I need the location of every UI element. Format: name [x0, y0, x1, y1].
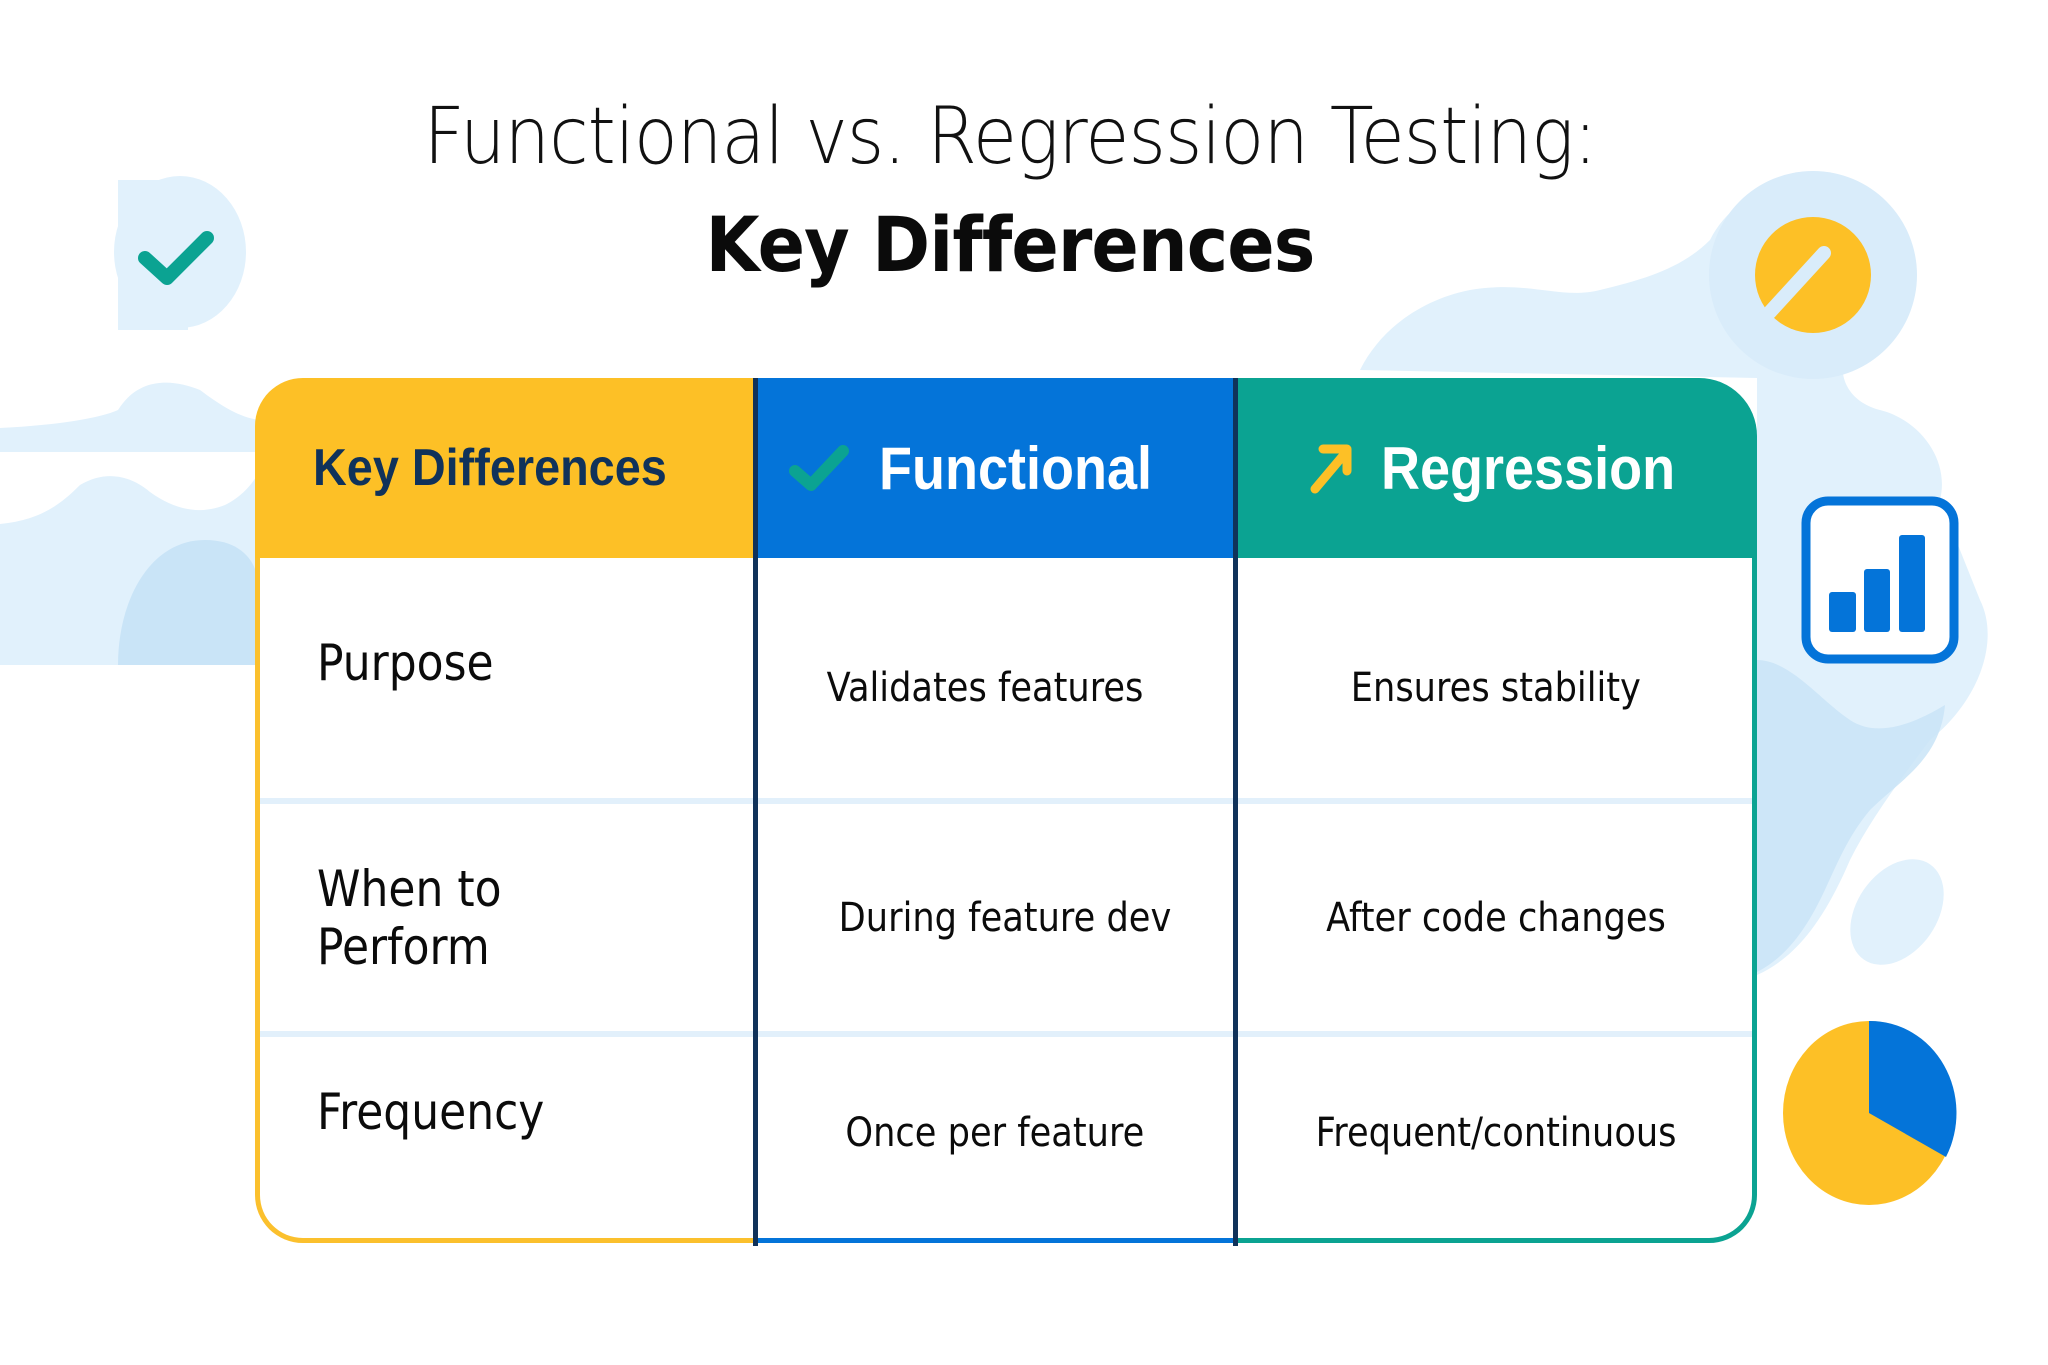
row-label-purpose: Purpose: [255, 558, 755, 768]
cell-text: Ensures stability: [1350, 665, 1642, 711]
cell-text: Purpose: [317, 634, 494, 692]
cell-text-line: Perform: [317, 918, 490, 976]
header-label: Functional: [879, 434, 1152, 502]
cell-regression-frequency: Frequent/continuous: [1235, 1058, 1757, 1208]
header-key-differences: Key Differences: [255, 378, 755, 558]
cell-text: During feature dev: [838, 895, 1172, 941]
cell-text: Once per feature: [845, 1110, 1145, 1156]
check-badge-icon: [138, 231, 214, 285]
cell-functional-frequency: Once per feature: [755, 1058, 1235, 1208]
check-icon: [789, 445, 849, 491]
cell-regression-purpose: Ensures stability: [1235, 568, 1757, 808]
cell-text: Frequency: [317, 1083, 545, 1141]
column-functional: [755, 558, 1235, 1243]
column-divider: [753, 378, 758, 1246]
page-title: Functional vs. Regression Testing:: [423, 92, 1598, 182]
cell-functional-when: During feature dev: [755, 804, 1235, 1032]
header-functional: Functional: [755, 378, 1235, 558]
column-key: [255, 558, 755, 1243]
pie-chart-icon: [1783, 1020, 1957, 1205]
cell-text: After code changes: [1326, 895, 1666, 941]
cell-text: Frequent/continuous: [1315, 1110, 1677, 1156]
header-regression: Regression: [1235, 378, 1757, 558]
column-divider: [1233, 378, 1238, 1246]
cell-text: Validates features: [826, 665, 1144, 711]
comparison-table: Key Differences Functional Regression Pu…: [255, 378, 1757, 1246]
row-label-frequency: Frequency: [255, 1037, 755, 1187]
bar-chart-icon: [1801, 496, 1959, 664]
header-label: Key Differences: [313, 439, 667, 497]
cell-text-line: When to: [317, 860, 502, 918]
arrow-up-right-icon: [1310, 444, 1352, 494]
cell-regression-when: After code changes: [1235, 804, 1757, 1032]
row-divider: [260, 1031, 1752, 1037]
cell-functional-purpose: Validates features: [745, 568, 1225, 808]
row-label-when-to-perform: When to Perform: [255, 804, 755, 1032]
row-divider: [260, 798, 1752, 804]
column-regression: [1235, 558, 1757, 1243]
header-label: Regression: [1381, 434, 1676, 502]
page-subtitle: Key Differences: [705, 200, 1316, 289]
gauge-icon: [1755, 217, 1871, 333]
